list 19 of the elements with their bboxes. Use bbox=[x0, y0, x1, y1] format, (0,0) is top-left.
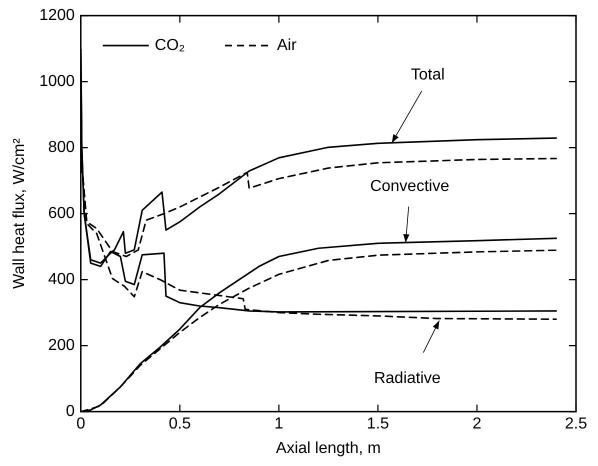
legend-label: Air bbox=[277, 37, 298, 54]
y-tick-label: 600 bbox=[48, 205, 75, 222]
annotation: Total bbox=[410, 66, 445, 84]
annotation: Radiative bbox=[374, 370, 441, 387]
y-tick-label: 1200 bbox=[39, 7, 75, 24]
y-tick-label: 200 bbox=[48, 337, 75, 354]
y-tick-label: 0 bbox=[66, 403, 75, 420]
y-tick-label: 800 bbox=[48, 139, 75, 156]
x-axis-title: Axial length, m bbox=[276, 440, 381, 457]
x-tick-label: 2.5 bbox=[564, 416, 588, 433]
x-tick-label: 1.5 bbox=[366, 416, 390, 433]
x-tick-label: 0.5 bbox=[168, 416, 192, 433]
y-axis-title: Wall heat flux, W/cm² bbox=[11, 138, 28, 289]
y-tick-label: 400 bbox=[48, 271, 75, 288]
legend-label: CO₂ bbox=[154, 37, 186, 54]
x-tick-label: 1 bbox=[274, 416, 284, 433]
y-tick-label: 1000 bbox=[39, 73, 75, 90]
annotation: Convective bbox=[370, 178, 450, 196]
x-tick-label: 2 bbox=[472, 416, 482, 433]
